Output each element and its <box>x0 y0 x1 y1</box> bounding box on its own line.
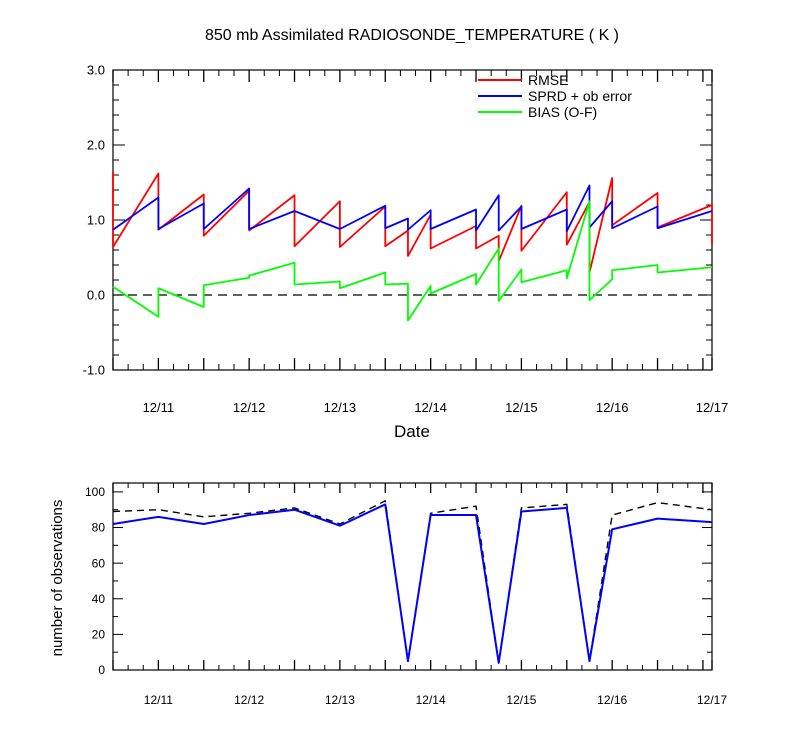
x-tick-label: 12/15 <box>506 693 536 707</box>
plot-frame <box>112 69 713 371</box>
legend-label: SPRD + ob error <box>528 88 632 104</box>
x-tick-label: 12/13 <box>325 693 355 707</box>
x-tick-label: 12/16 <box>597 693 627 707</box>
x-tick-label: 12/13 <box>324 400 357 415</box>
y-tick-label: -1.0 <box>83 363 105 378</box>
x-tick-label: 12/14 <box>414 400 447 415</box>
plot-frame <box>112 482 713 671</box>
bottom-panel-observations: 12/11 12/12 12/13 12/14 12/15 12/16 12/17 0 20 40… <box>85 482 727 707</box>
x-tick-label: 12/12 <box>233 400 266 415</box>
x-tick-label: 12/11 <box>143 400 175 415</box>
series-line-bias-o-f <box>112 200 713 322</box>
x-tick-label: 12/16 <box>596 400 629 415</box>
x-tick-label: 12/12 <box>234 693 264 707</box>
y-tick-label: 60 <box>92 556 106 570</box>
y-tick-label: 2.0 <box>87 138 105 153</box>
x-tick-label: 12/17 <box>696 400 729 415</box>
y-tick-label: 0 <box>98 663 105 677</box>
legend-label: BIAS (O-F) <box>528 104 597 120</box>
series-line-observations-assimilated <box>112 503 713 664</box>
y-axis-label-observations: number of observations <box>49 500 66 657</box>
x-axis-label: Date <box>394 422 430 441</box>
series-line-rmse <box>112 171 713 274</box>
y-tick-label: 0.0 <box>87 288 105 303</box>
y-tick-label: 80 <box>92 521 106 535</box>
y-tick-label: 20 <box>92 628 106 642</box>
y-tick-label: 3.0 <box>87 63 105 78</box>
y-tick-label: 100 <box>85 485 105 499</box>
x-tick-label: 12/17 <box>697 693 727 707</box>
x-tick-label: 12/15 <box>505 400 538 415</box>
series-line-observations-possible <box>112 500 713 664</box>
legend-label: RMSE <box>528 72 568 88</box>
top-panel-metrics: 12/11 12/12 12/13 12/14 12/15 12/16 12/17 3.0 2.… <box>83 63 729 415</box>
y-tick-label: 40 <box>92 592 106 606</box>
x-tick-label: 12/11 <box>144 693 173 707</box>
y-tick-label: 1.0 <box>87 213 105 228</box>
series-line-sprd-ob-error <box>112 184 713 233</box>
chart-title: 850 mb Assimilated RADIOSONDE_TEMPERATUR… <box>205 27 619 44</box>
x-tick-label: 12/14 <box>416 693 446 707</box>
